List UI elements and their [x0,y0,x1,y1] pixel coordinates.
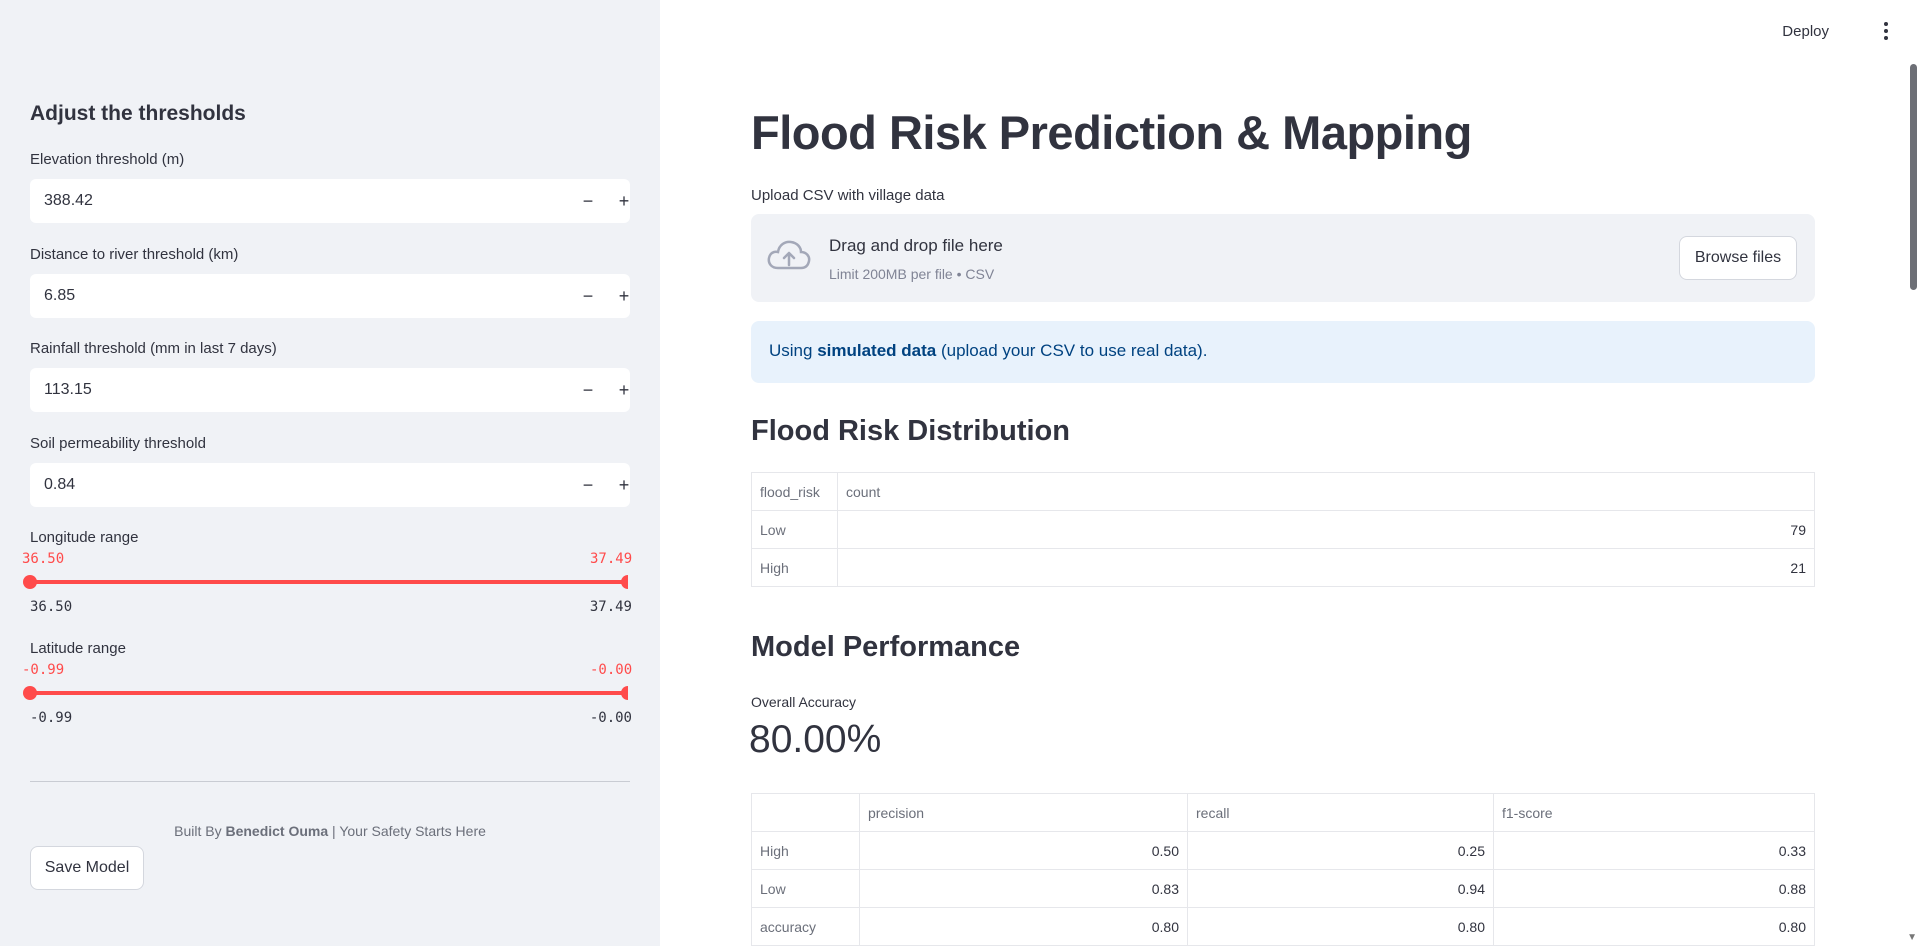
info-text: Using simulated data (upload your CSV to… [769,341,1207,361]
distance-input[interactable] [30,274,550,318]
accuracy-metric-label: Overall Accuracy [751,694,857,710]
footer-suffix: | Your Safety Starts Here [328,823,486,839]
soil-permeability-input[interactable] [30,463,550,507]
latitude-slider: -0.99 -0.00 -0.99 -0.00 [22,662,634,732]
table-cell[interactable]: High [751,548,838,587]
latitude-label: Latitude range [30,640,126,657]
distribution-heading: Flood Risk Distribution [751,415,1070,447]
latitude-max-handle[interactable] [621,686,628,700]
latitude-max-value: -0.00 [590,662,632,678]
footer-credit: Built By Benedict Ouma | Your Safety Sta… [30,823,630,839]
distribution-table: flood_risk count Low 79 High 21 [751,472,1815,587]
page-title: Flood Risk Prediction & Mapping [751,106,1472,159]
table-row: Low 0.83 0.94 0.88 [751,869,1815,908]
latitude-min-value: -0.99 [22,662,65,678]
soil-increment-button[interactable]: + [618,474,630,495]
table-cell[interactable]: 21 [837,548,1815,587]
elevation-increment-button[interactable]: + [618,190,630,211]
table-row: Low 79 [751,510,1815,549]
table-cell[interactable]: 79 [837,510,1815,549]
table-row: accuracy 0.80 0.80 0.80 [751,907,1815,946]
info-bold: simulated data [817,341,937,360]
table-cell[interactable]: 0.80 [1187,907,1494,946]
longitude-min-handle[interactable] [23,575,37,589]
save-model-button[interactable]: Save Model [30,846,144,890]
longitude-range-min: 36.50 [30,599,73,615]
main-content: Deploy Flood Risk Prediction & Mapping U… [660,0,1919,946]
column-header[interactable]: recall [1187,793,1494,832]
longitude-track[interactable] [30,580,628,584]
info-suffix: (upload your CSV to use real data). [936,341,1208,360]
rainfall-increment-button[interactable]: + [618,379,630,400]
longitude-min-value: 36.50 [22,551,65,567]
table-row: High 0.50 0.25 0.33 [751,831,1815,870]
dropzone-title: Drag and drop file here [829,236,1003,255]
cloud-upload-icon [767,240,811,270]
table-cell[interactable]: High [751,831,860,870]
elevation-input[interactable] [30,179,550,223]
column-header[interactable]: flood_risk [751,472,838,511]
latitude-min-handle[interactable] [23,686,37,700]
table-cell[interactable]: accuracy [751,907,860,946]
upload-label: Upload CSV with village data [751,187,945,204]
latitude-track[interactable] [30,691,628,695]
column-header[interactable]: precision [859,793,1188,832]
table-cell[interactable]: Low [751,869,860,908]
distance-input-wrap: − + [30,274,630,318]
elevation-decrement-button[interactable]: − [582,190,594,211]
column-header [751,793,860,832]
elevation-input-wrap: − + [30,179,630,223]
table-cell[interactable]: 0.33 [1493,831,1815,870]
elevation-label: Elevation threshold (m) [30,151,185,168]
longitude-slider: 36.50 37.49 36.50 37.49 [22,551,634,621]
scrollbar-thumb[interactable] [1910,64,1917,290]
soil-decrement-button[interactable]: − [582,474,594,495]
deploy-button[interactable]: Deploy [1782,23,1829,40]
table-cell[interactable]: 0.25 [1187,831,1494,870]
latitude-range-max: -0.00 [589,710,632,726]
performance-heading: Model Performance [751,631,1021,663]
sidebar-divider [30,781,630,782]
file-dropzone[interactable]: Drag and drop file here Limit 200MB per … [751,214,1815,302]
distance-increment-button[interactable]: + [618,285,630,306]
sidebar: Adjust the thresholds Elevation threshol… [0,0,660,946]
column-header[interactable]: count [837,472,1815,511]
soil-permeability-label: Soil permeability threshold [30,435,206,452]
table-cell[interactable]: 0.80 [1493,907,1815,946]
footer-prefix: Built By [174,823,226,839]
table-header-row: flood_risk count [751,472,1815,511]
kebab-menu-icon[interactable] [1883,22,1889,40]
latitude-range-min: -0.99 [30,710,73,726]
distance-decrement-button[interactable]: − [582,285,594,306]
table-cell[interactable]: 0.80 [859,907,1188,946]
table-cell[interactable]: 0.88 [1493,869,1815,908]
info-prefix: Using [769,341,818,360]
footer-author: Benedict Ouma [225,823,329,839]
distance-label: Distance to river threshold (km) [30,246,239,263]
table-header-row: precision recall f1-score [751,793,1815,832]
longitude-max-value: 37.49 [590,551,632,567]
info-alert: Using simulated data (upload your CSV to… [751,321,1815,383]
rainfall-decrement-button[interactable]: − [582,379,594,400]
longitude-max-handle[interactable] [621,575,628,589]
soil-permeability-input-wrap: − + [30,463,630,507]
classification-report-table: precision recall f1-score High 0.50 0.25… [751,793,1815,946]
rainfall-label: Rainfall threshold (mm in last 7 days) [30,340,277,357]
table-cell[interactable]: 0.50 [859,831,1188,870]
scroll-down-icon[interactable]: ▼ [1907,932,1917,943]
sidebar-title: Adjust the thresholds [30,102,246,125]
table-cell[interactable]: 0.94 [1187,869,1494,908]
column-header[interactable]: f1-score [1493,793,1815,832]
table-row: High 21 [751,548,1815,587]
accuracy-metric-value: 80.00% [749,718,882,761]
dropzone-limit: Limit 200MB per file • CSV [829,266,995,282]
longitude-range-max: 37.49 [589,599,632,615]
rainfall-input[interactable] [30,368,550,412]
rainfall-input-wrap: − + [30,368,630,412]
table-cell[interactable]: 0.83 [859,869,1188,908]
table-cell[interactable]: Low [751,510,838,549]
longitude-label: Longitude range [30,529,139,546]
browse-files-button[interactable]: Browse files [1679,236,1797,280]
